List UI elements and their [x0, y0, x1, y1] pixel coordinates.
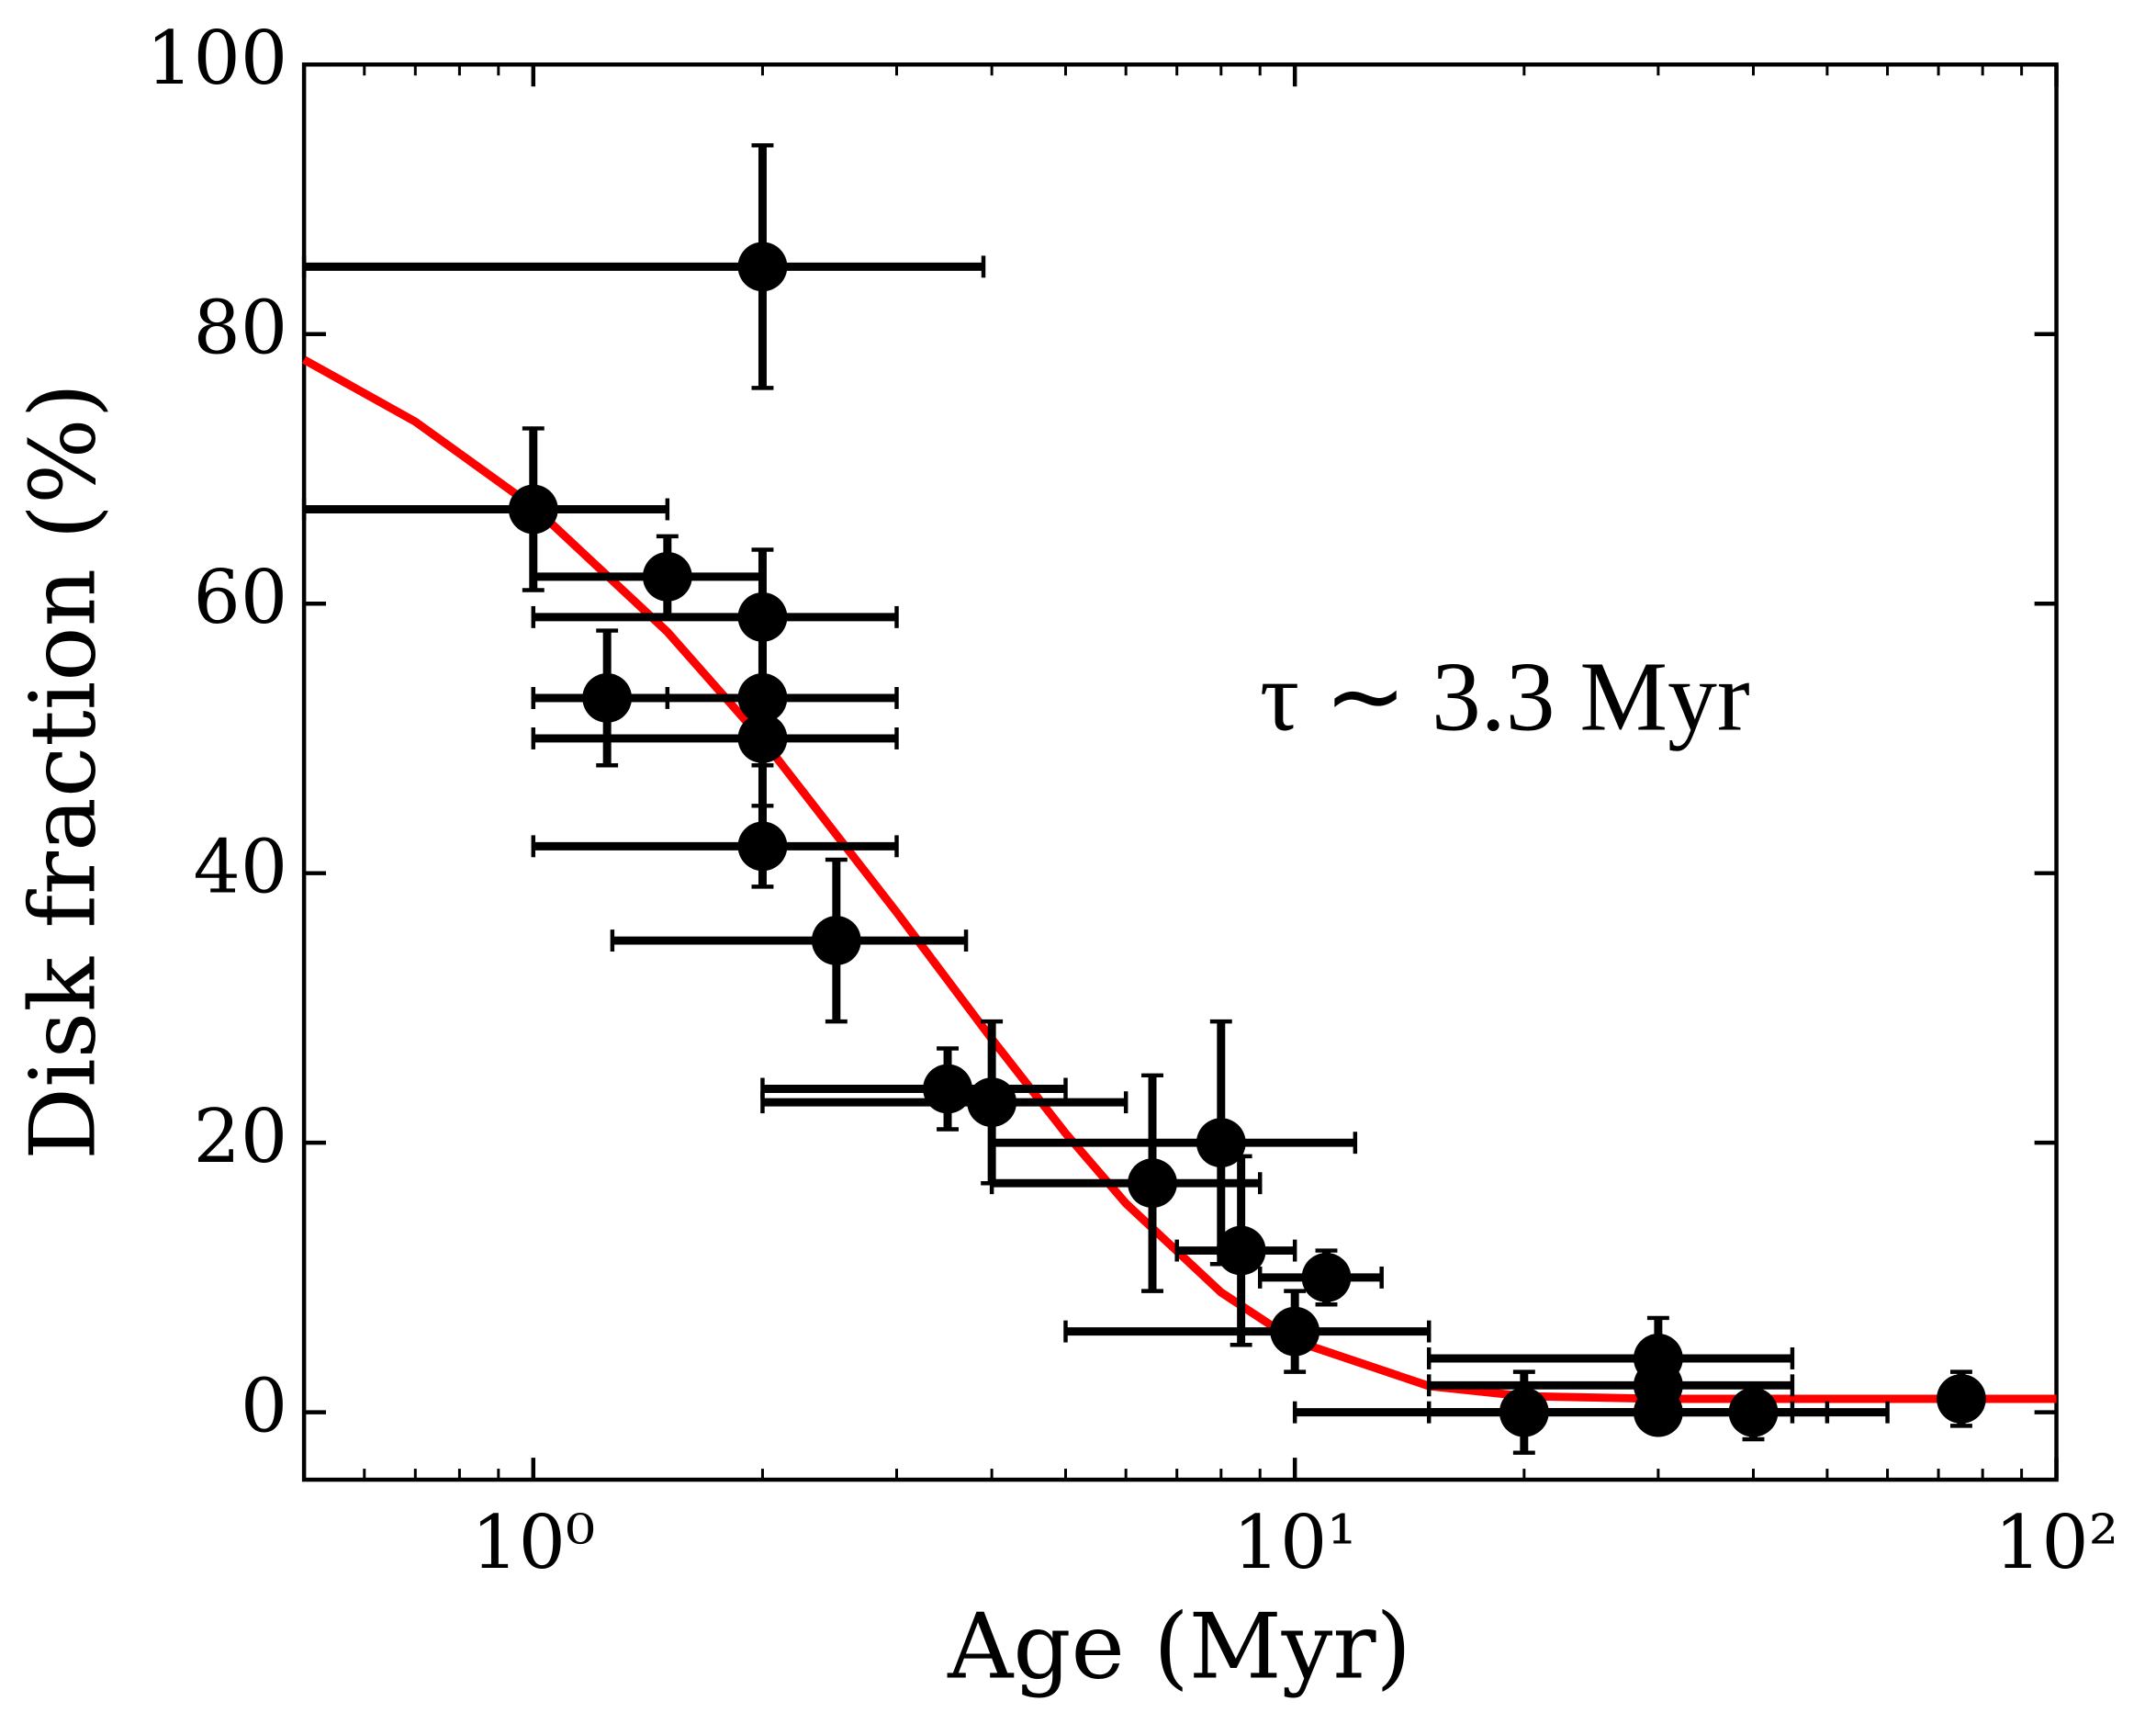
- x-tick-label: 10⁰: [471, 1500, 595, 1586]
- y-axis-label: Disk fraction (%): [11, 383, 117, 1160]
- data-point: [737, 714, 788, 763]
- y-tick-label: 100: [146, 16, 287, 102]
- y-tick-label: 80: [194, 286, 288, 372]
- x-axis-label: Age (Myr): [947, 1594, 1411, 1699]
- fit-curve: [301, 355, 2057, 1403]
- data-point: [1937, 1374, 1986, 1424]
- data-point: [811, 916, 861, 965]
- y-tick-label: 60: [194, 555, 288, 641]
- data-point: [1270, 1306, 1320, 1357]
- x-tick-label: 10²: [1994, 1500, 2118, 1586]
- y-tick-label: 40: [194, 825, 288, 911]
- data-point: [737, 821, 788, 872]
- data-point: [1728, 1387, 1779, 1437]
- data-point: [1216, 1225, 1266, 1276]
- y-tick-label: 20: [194, 1094, 288, 1180]
- annotation: τ ∼ 3.3 Myr: [1260, 642, 1750, 751]
- data-point: [1128, 1158, 1177, 1209]
- data-point: [508, 484, 558, 535]
- x-tick-label: 10¹: [1233, 1500, 1357, 1586]
- data-point: [967, 1077, 1017, 1128]
- data-point: [737, 242, 788, 292]
- plot-frame: [301, 62, 2059, 1482]
- data-point: [642, 551, 692, 602]
- data-point: [1301, 1253, 1352, 1302]
- data-point: [737, 591, 788, 642]
- y-tick-label: 0: [241, 1364, 287, 1450]
